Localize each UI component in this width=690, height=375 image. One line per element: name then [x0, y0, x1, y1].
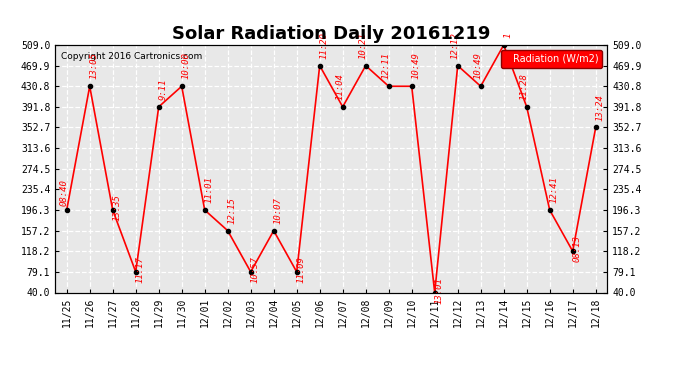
Title: Solar Radiation Daily 20161219: Solar Radiation Daily 20161219 [172, 26, 491, 44]
Text: 11:28: 11:28 [520, 73, 529, 100]
Text: 13:05: 13:05 [90, 53, 99, 80]
Text: 11:17: 11:17 [135, 256, 144, 283]
Text: 10:21: 10:21 [358, 32, 367, 59]
Text: 08:40: 08:40 [59, 179, 68, 206]
Text: 11:09: 11:09 [297, 256, 306, 283]
Text: 12:12: 12:12 [451, 32, 460, 59]
Text: 10:00: 10:00 [181, 53, 190, 80]
Text: 13:01: 13:01 [435, 277, 444, 304]
Text: 1: 1 [504, 33, 513, 38]
Text: 10:49: 10:49 [411, 53, 420, 80]
Text: 12:11: 12:11 [382, 53, 391, 80]
Text: 08:13: 08:13 [573, 236, 582, 262]
Text: 13:24: 13:24 [595, 94, 604, 120]
Text: 12:15: 12:15 [228, 197, 237, 224]
Text: 10:57: 10:57 [250, 256, 259, 283]
Text: 10:07: 10:07 [273, 197, 282, 224]
Legend: Radiation (W/m2): Radiation (W/m2) [501, 50, 602, 68]
Text: 10:49: 10:49 [473, 53, 482, 80]
Text: 13:35: 13:35 [112, 194, 121, 221]
Text: 11:01: 11:01 [204, 176, 213, 203]
Text: 11:20: 11:20 [319, 32, 328, 59]
Text: 11:04: 11:04 [335, 73, 344, 100]
Text: 12:41: 12:41 [549, 176, 558, 203]
Text: 9:11: 9:11 [159, 78, 168, 100]
Text: Copyright 2016 Cartronics.com: Copyright 2016 Cartronics.com [61, 53, 202, 62]
